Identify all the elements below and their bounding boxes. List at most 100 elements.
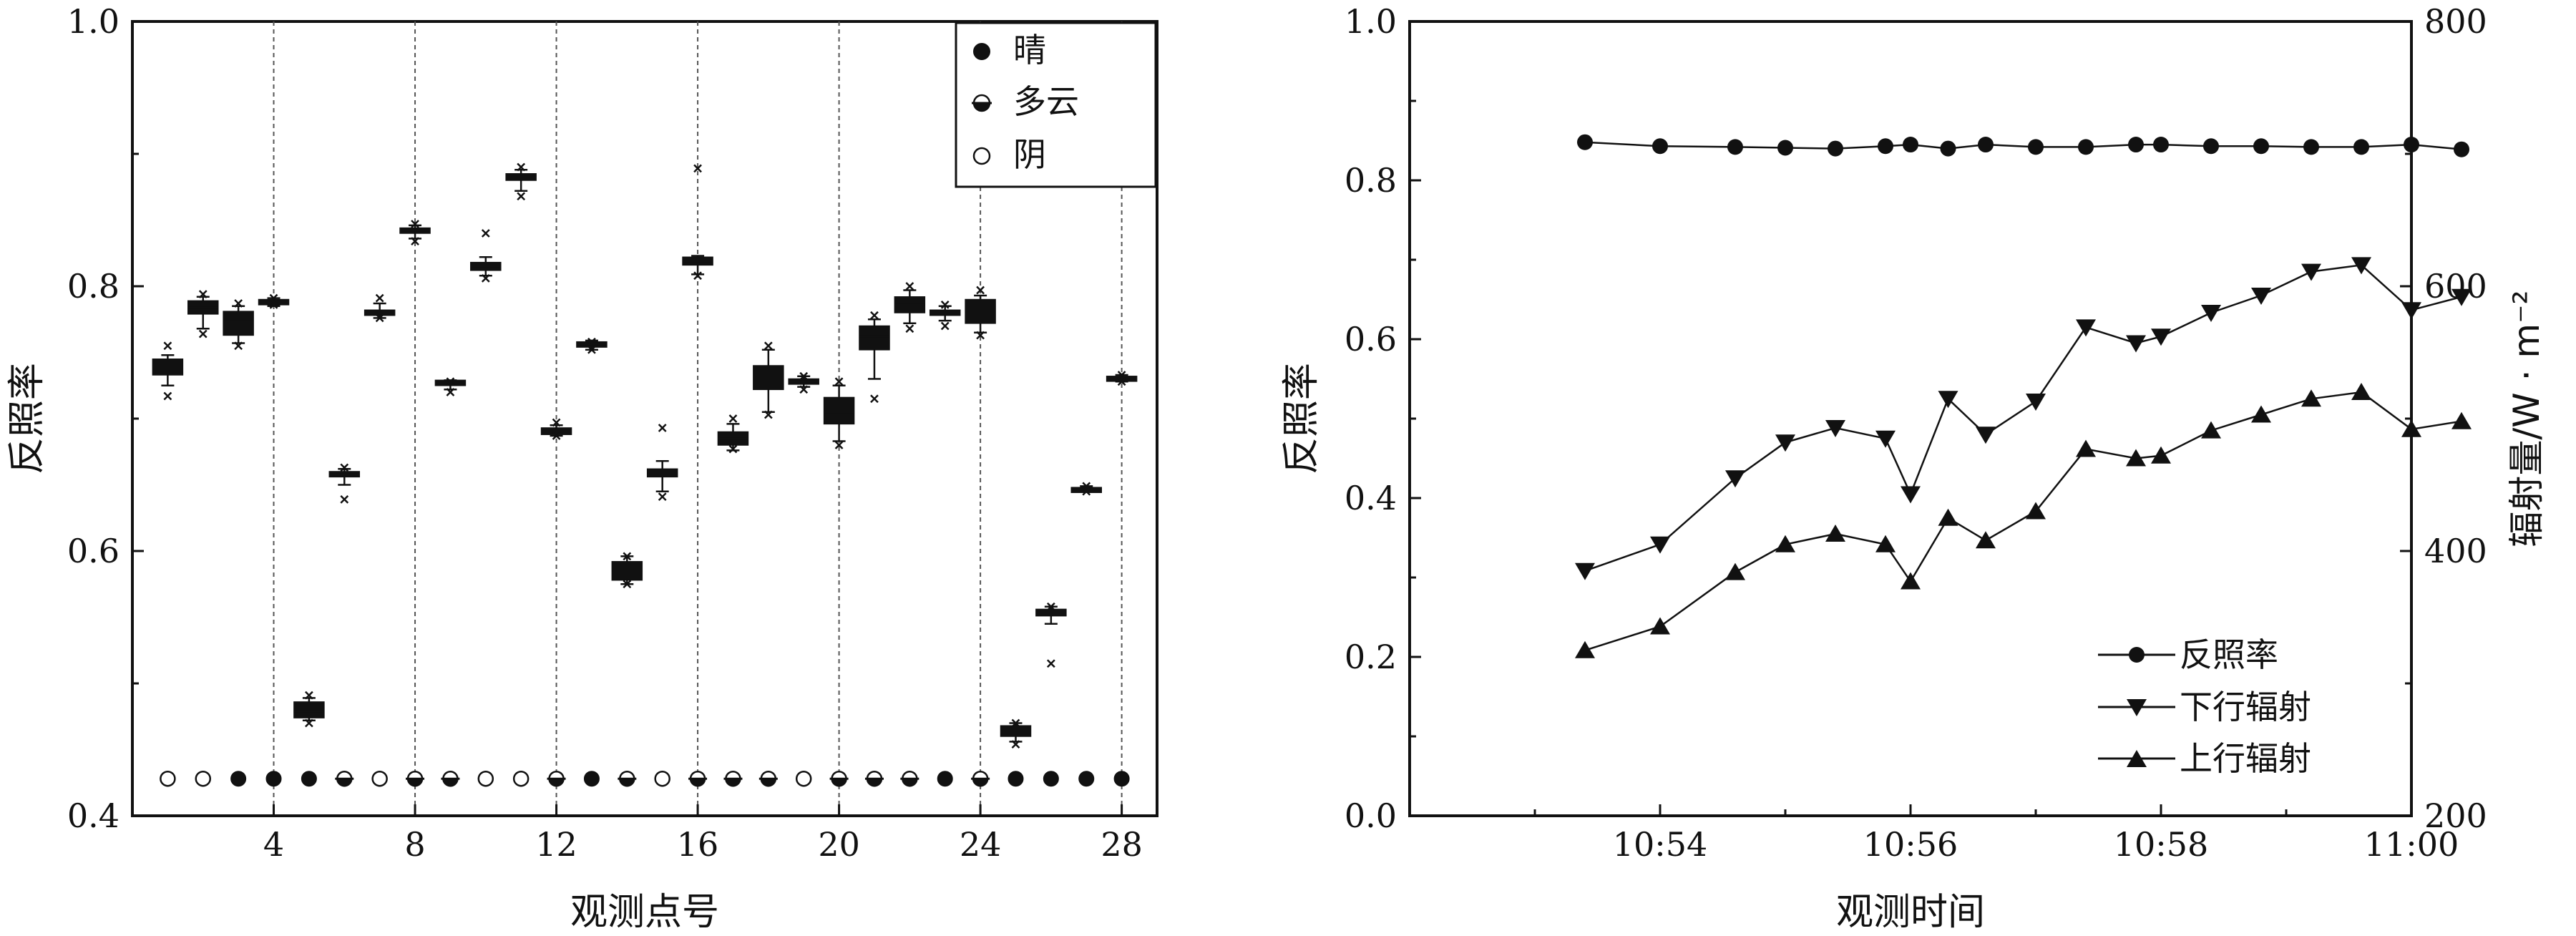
y-tick-label: 0.6: [1345, 320, 1397, 359]
box-outlier: [870, 311, 879, 320]
data-point: [2026, 502, 2046, 520]
series-1: [1575, 257, 2472, 580]
y2-tick-label: 800: [2424, 2, 2487, 41]
legend-label-upward: 上行辐射: [2180, 739, 2311, 778]
box-outlier: [1046, 602, 1055, 611]
data-point: [1650, 617, 1670, 635]
box-outlier: [834, 377, 844, 386]
y2-tick-label: 200: [2424, 796, 2487, 835]
box-outlier: [198, 290, 208, 298]
box-outlier: [658, 424, 667, 432]
box-outlier: [1011, 718, 1020, 728]
right-x-axis-label: 观测时间: [1836, 891, 1985, 934]
box-26: [1035, 602, 1067, 668]
series-line: [1584, 141, 2462, 150]
left-axis-ticks: 4 8 12 16 20 24 28 0.4 0.6 0.8 1.0: [67, 2, 1143, 864]
data-point: [1652, 138, 1668, 155]
box-16: [682, 164, 713, 281]
weather-marker-half: [723, 770, 743, 787]
box-outlier: [587, 337, 596, 346]
weather-marker-half: [688, 770, 708, 787]
data-point: [1725, 562, 1745, 580]
data-point: [2153, 137, 2169, 153]
data-point: [1650, 536, 1670, 554]
legend-marker-downward: [2127, 699, 2147, 716]
left-y-axis-label: 反照率: [6, 363, 49, 474]
data-point: [1725, 470, 1745, 488]
weather-marker-open: [512, 770, 530, 787]
y-tick-label: 0.2: [1345, 638, 1397, 676]
data-point: [2151, 446, 2171, 464]
x-tick-label: 12: [535, 825, 577, 864]
box-outlier: [940, 301, 950, 309]
x-tick-label: 28: [1101, 825, 1143, 864]
box-outlier: [728, 444, 738, 454]
box-body: [965, 298, 996, 324]
data-point: [1978, 137, 1994, 153]
box-13: [576, 337, 608, 354]
data-point: [2078, 139, 2094, 155]
box-outlier: [587, 345, 596, 354]
box-outlier: [163, 341, 172, 351]
x-tick-label: 8: [404, 825, 425, 864]
box-outlier: [623, 552, 632, 561]
series-line: [1584, 391, 2462, 651]
x-tick-label: 10:56: [1863, 825, 1958, 864]
data-point: [2076, 319, 2096, 337]
weather-marker-filled: [1043, 771, 1059, 787]
left-weather-markers: [160, 770, 1130, 787]
data-point: [2076, 439, 2096, 457]
legend-label-overcast: 阴: [1013, 135, 1046, 174]
data-point: [2303, 139, 2319, 155]
box-11: [505, 162, 537, 201]
box-outlier: [481, 229, 490, 238]
series-2: [1575, 383, 2472, 658]
box-17: [717, 414, 749, 454]
box-8: [399, 220, 431, 245]
box-10: [470, 229, 502, 283]
data-point: [1976, 531, 1996, 549]
data-point: [2454, 141, 2469, 157]
left-x-axis-label: 观测点号: [570, 891, 719, 934]
box-outlier: [411, 220, 419, 228]
box-outlier: [375, 293, 384, 303]
data-point: [2401, 302, 2421, 320]
box-9: [434, 377, 467, 396]
box-19: [788, 371, 819, 394]
data-point: [2301, 389, 2321, 407]
data-point: [2404, 137, 2419, 153]
data-point: [1938, 508, 1958, 526]
box-outlier: [658, 492, 667, 502]
data-point: [1901, 486, 1921, 504]
box-20: [823, 377, 855, 449]
data-point: [2203, 138, 2219, 155]
right-y2-axis-label: 辐射量/W · m⁻²: [2506, 290, 2547, 547]
x-tick-label: 4: [263, 825, 284, 864]
box-outlier: [234, 299, 243, 308]
legend-label-cloudy: 多云: [1013, 82, 1079, 121]
y-tick-label: 0.8: [67, 267, 119, 306]
box-outlier: [799, 385, 809, 394]
data-point: [2351, 257, 2371, 275]
box-outlier: [234, 341, 243, 351]
box-outlier: [411, 237, 419, 245]
box-18: [753, 341, 784, 419]
data-point: [2126, 335, 2146, 353]
box-2: [187, 290, 219, 338]
box-outlier: [940, 321, 950, 331]
y2-tick-label: 600: [2424, 267, 2487, 306]
box-14: [611, 552, 643, 589]
right-series: [1575, 134, 2472, 658]
legend-marker-clear: [973, 43, 990, 60]
box-outlier: [552, 418, 561, 427]
legend-marker-overcast: [972, 147, 991, 165]
box-outlier: [976, 331, 985, 340]
data-point: [1828, 140, 1843, 157]
right-y-axis-label: 反照率: [1280, 363, 1323, 474]
weather-marker-half: [547, 770, 566, 787]
data-point: [2201, 421, 2221, 439]
data-point: [2251, 405, 2271, 423]
data-point: [2351, 383, 2371, 400]
box-body: [223, 311, 254, 336]
x-tick-label: 11:00: [2364, 825, 2459, 864]
